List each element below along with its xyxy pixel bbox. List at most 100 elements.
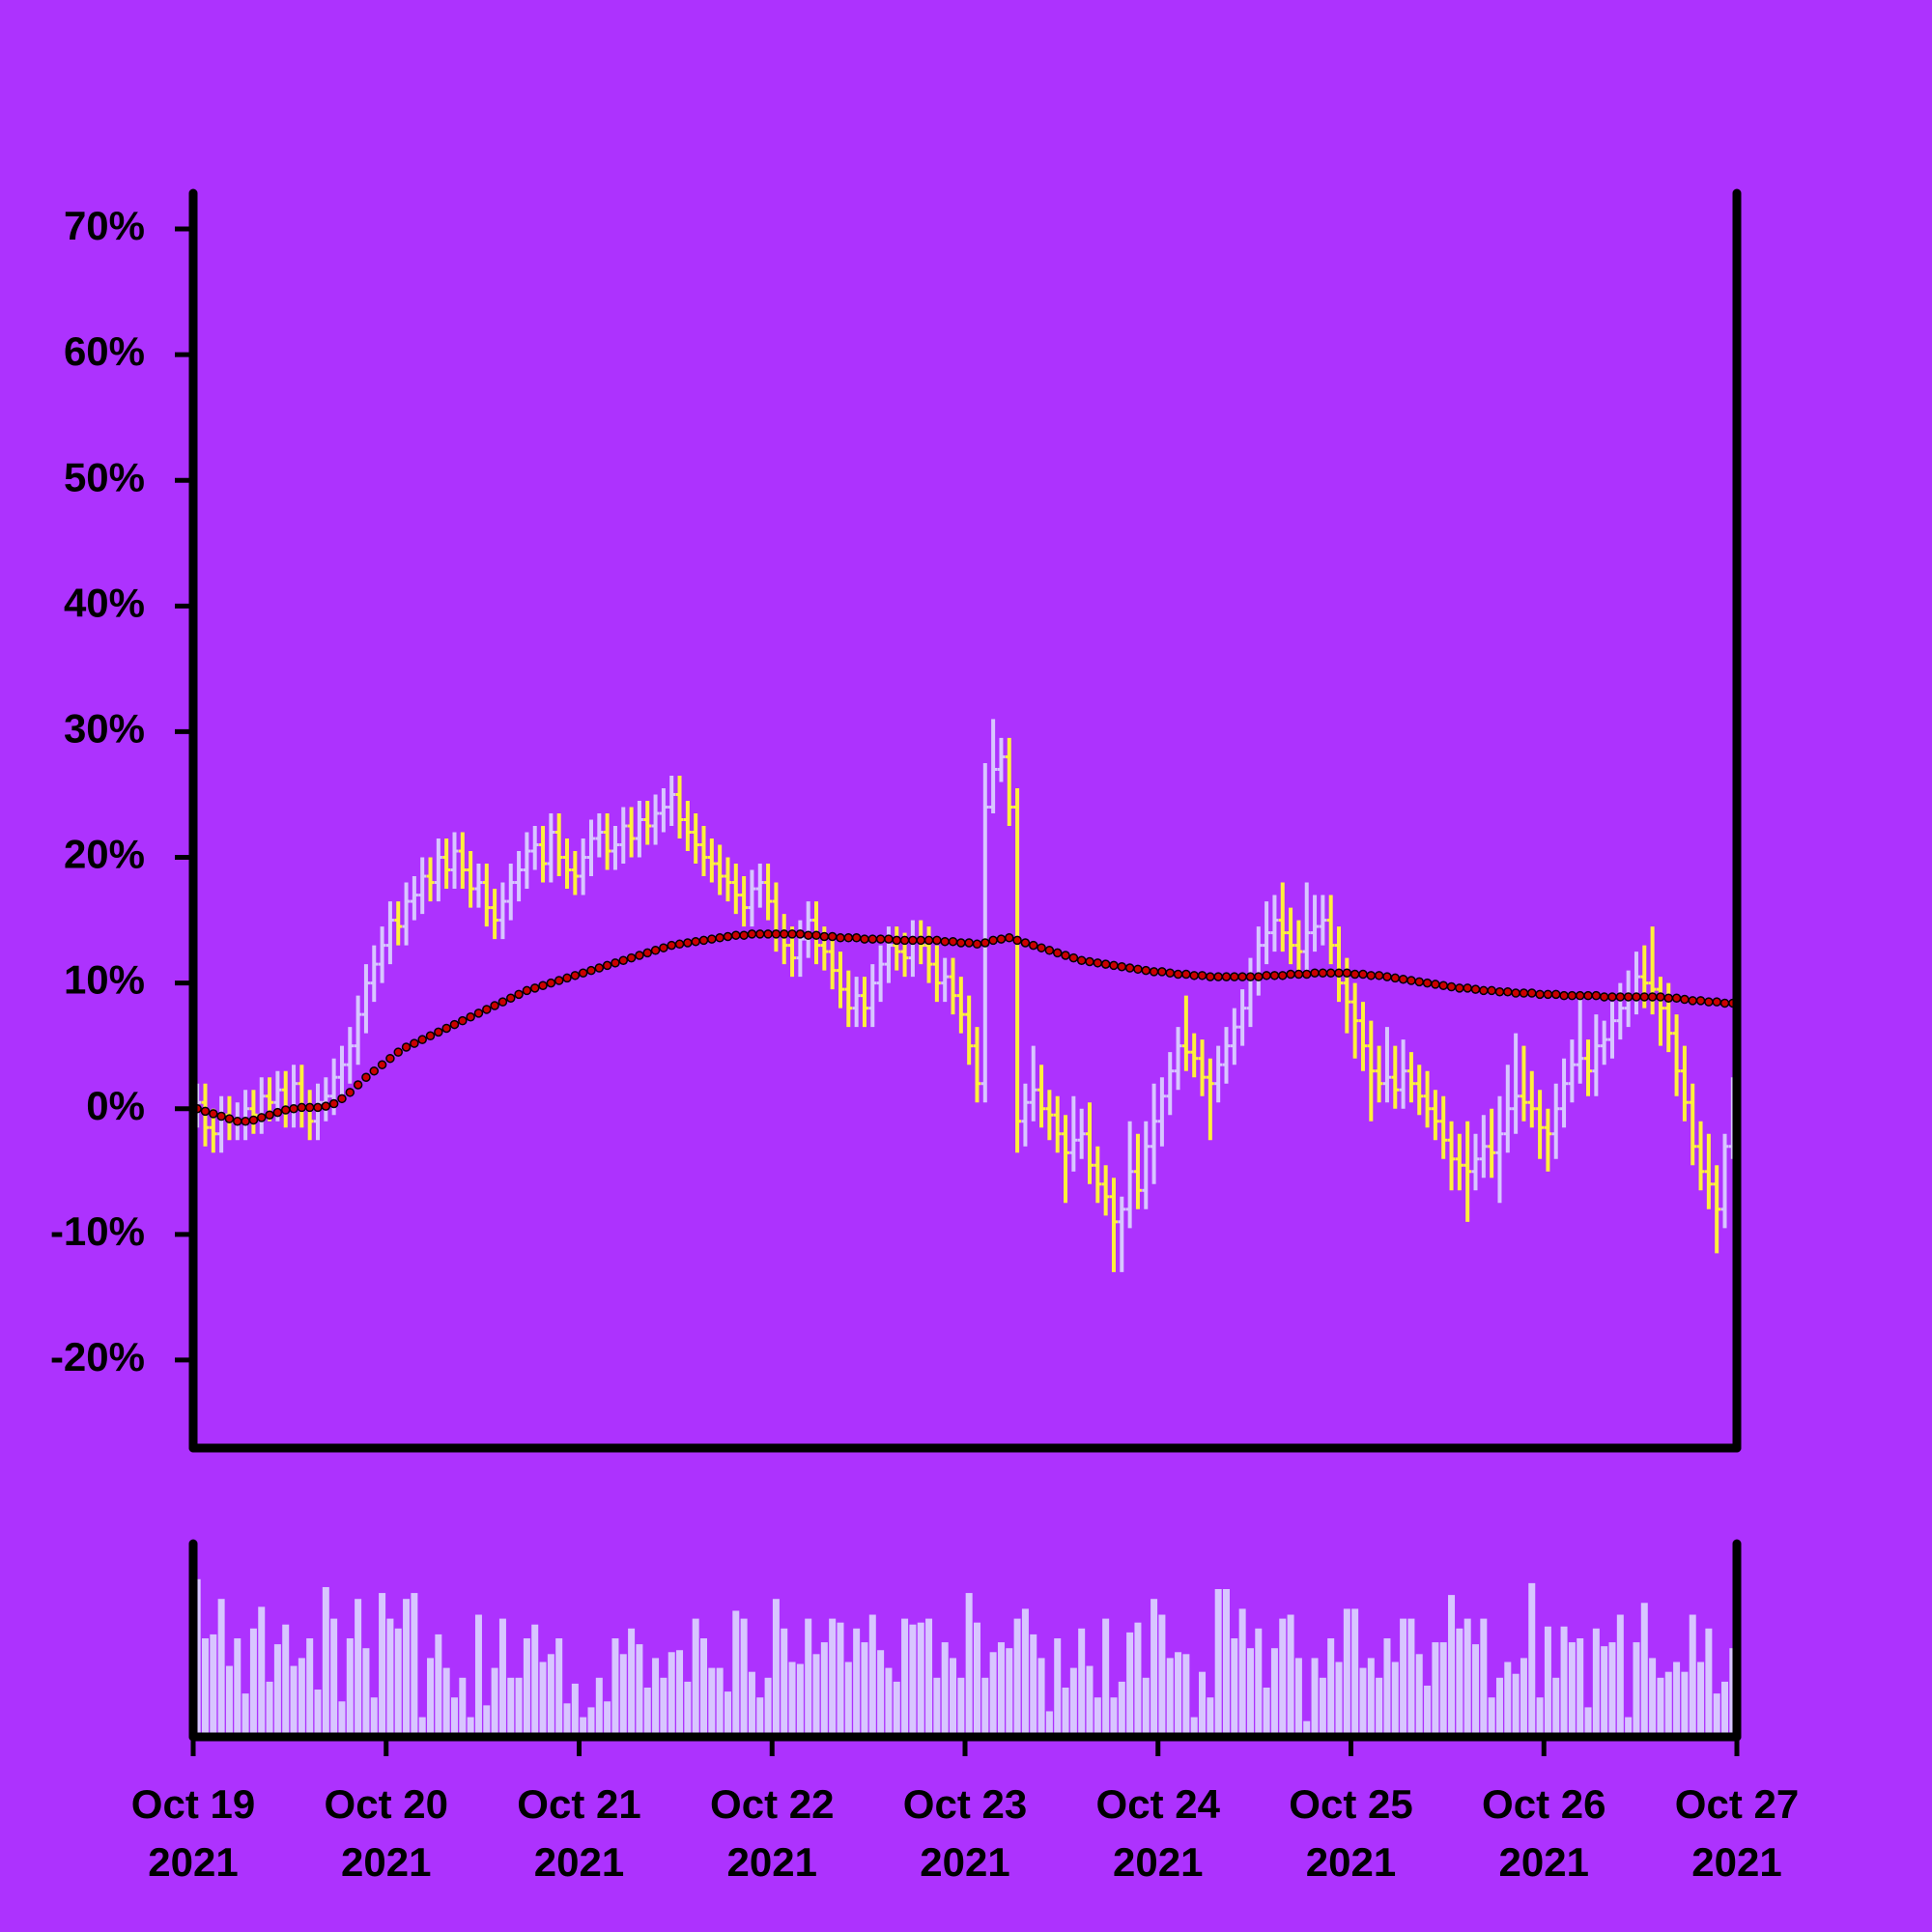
moving-average-point <box>1117 961 1127 972</box>
volume-bar <box>1037 1658 1045 1737</box>
y-tick-label: 50% <box>64 454 145 499</box>
moving-average-point <box>602 960 612 971</box>
moving-average-point <box>1206 972 1215 981</box>
moving-average-point <box>529 983 540 993</box>
moving-average-point <box>434 1027 443 1037</box>
moving-average-point <box>892 935 902 946</box>
volume-bar <box>1110 1697 1118 1737</box>
moving-average-point <box>578 968 588 978</box>
volume-bar <box>1673 1662 1681 1737</box>
volume-bar <box>941 1642 949 1737</box>
volume-bar <box>234 1638 242 1737</box>
volume-bar <box>1166 1658 1174 1737</box>
volume-bar <box>1472 1644 1480 1737</box>
volume-bar <box>450 1697 458 1737</box>
volume-bar <box>1118 1681 1125 1737</box>
moving-average-point <box>1503 986 1513 997</box>
moving-average-point <box>884 934 894 944</box>
volume-bar <box>917 1622 924 1737</box>
moving-average-point <box>1647 992 1658 1002</box>
moving-average-point <box>940 936 950 947</box>
x-tick-label: Oct 20 2021 <box>324 1781 448 1885</box>
volume-bar <box>748 1671 755 1737</box>
y-tick-label: 70% <box>64 203 145 248</box>
moving-average-point <box>1085 956 1094 967</box>
volume-bar <box>322 1586 329 1737</box>
moving-average-point <box>1575 990 1585 1001</box>
moving-average-point <box>209 1109 218 1119</box>
volume-bar <box>1214 1589 1222 1737</box>
moving-average-point <box>1301 969 1312 980</box>
volume-bar <box>1335 1662 1343 1737</box>
x-tick-label: Oct 19 2021 <box>130 1781 256 1885</box>
volume-bar <box>981 1677 989 1737</box>
moving-average-point <box>514 989 524 1000</box>
moving-average-point <box>554 976 564 985</box>
moving-average-point <box>1543 989 1553 1000</box>
moving-average-point <box>948 936 958 947</box>
moving-average-point <box>1269 971 1280 980</box>
volume-bar <box>1456 1628 1463 1737</box>
volume-bar <box>346 1638 354 1737</box>
moving-average-point <box>200 1106 211 1117</box>
moving-average-point <box>1607 992 1617 1002</box>
volume-bar <box>507 1677 515 1737</box>
marks <box>192 719 1738 1737</box>
x-tick-label: Oct 23 2021 <box>902 1781 1028 1885</box>
volume-bar <box>370 1697 378 1737</box>
volume-bar <box>772 1599 780 1737</box>
moving-average-point <box>1149 967 1159 977</box>
moving-average-point <box>289 1103 298 1114</box>
volume-bar <box>877 1650 885 1737</box>
moving-average-point <box>1680 994 1690 1005</box>
moving-average-point <box>916 935 925 946</box>
volume-bar <box>242 1693 249 1737</box>
volume-bar <box>491 1667 498 1737</box>
volume-bar <box>1199 1671 1207 1737</box>
volume-bar <box>1544 1626 1551 1737</box>
volume-bar <box>531 1624 539 1737</box>
volume-bar <box>732 1610 740 1737</box>
volume-bar <box>868 1614 876 1737</box>
moving-average-point <box>1093 958 1103 968</box>
moving-average-point <box>1076 955 1087 965</box>
moving-average-point <box>466 1012 475 1022</box>
y-tick-label: 20% <box>64 832 145 877</box>
moving-average-point <box>506 993 516 1003</box>
moving-average-point <box>1438 980 1448 990</box>
moving-average-point <box>667 940 676 951</box>
moving-average-point <box>304 1102 315 1113</box>
volume-bar <box>997 1642 1005 1737</box>
volume-bar <box>1536 1697 1544 1737</box>
moving-average-point <box>1037 943 1046 952</box>
volume-bar <box>1190 1717 1198 1737</box>
volume-bar <box>571 1683 579 1737</box>
volume-bar <box>330 1618 338 1737</box>
moving-average-point <box>1286 969 1295 980</box>
volume-bar <box>1311 1658 1319 1737</box>
volume-bar <box>973 1622 980 1737</box>
moving-average-point <box>401 1042 412 1052</box>
moving-average-point <box>1213 972 1223 981</box>
moving-average-point <box>1005 933 1014 943</box>
moving-average-point <box>522 985 532 996</box>
moving-average-point <box>1422 978 1433 988</box>
volume-bar <box>1359 1667 1367 1737</box>
moving-average-point <box>626 952 637 963</box>
volume-bar <box>796 1663 804 1737</box>
moving-average-point <box>996 934 1007 944</box>
volume-bar <box>652 1658 660 1737</box>
y-tick-label: -20% <box>50 1334 145 1379</box>
volume-bar <box>1367 1658 1375 1737</box>
volume-bar <box>266 1681 273 1737</box>
moving-average-point <box>1278 971 1288 980</box>
volume-bar <box>1689 1614 1696 1737</box>
volume-bar <box>290 1665 298 1737</box>
moving-average-point <box>570 971 581 980</box>
moving-average-point <box>241 1116 250 1126</box>
volume-bar <box>676 1650 684 1737</box>
moving-average-point <box>1623 992 1634 1002</box>
moving-average-point <box>1173 969 1183 980</box>
moving-average-point <box>272 1107 283 1118</box>
